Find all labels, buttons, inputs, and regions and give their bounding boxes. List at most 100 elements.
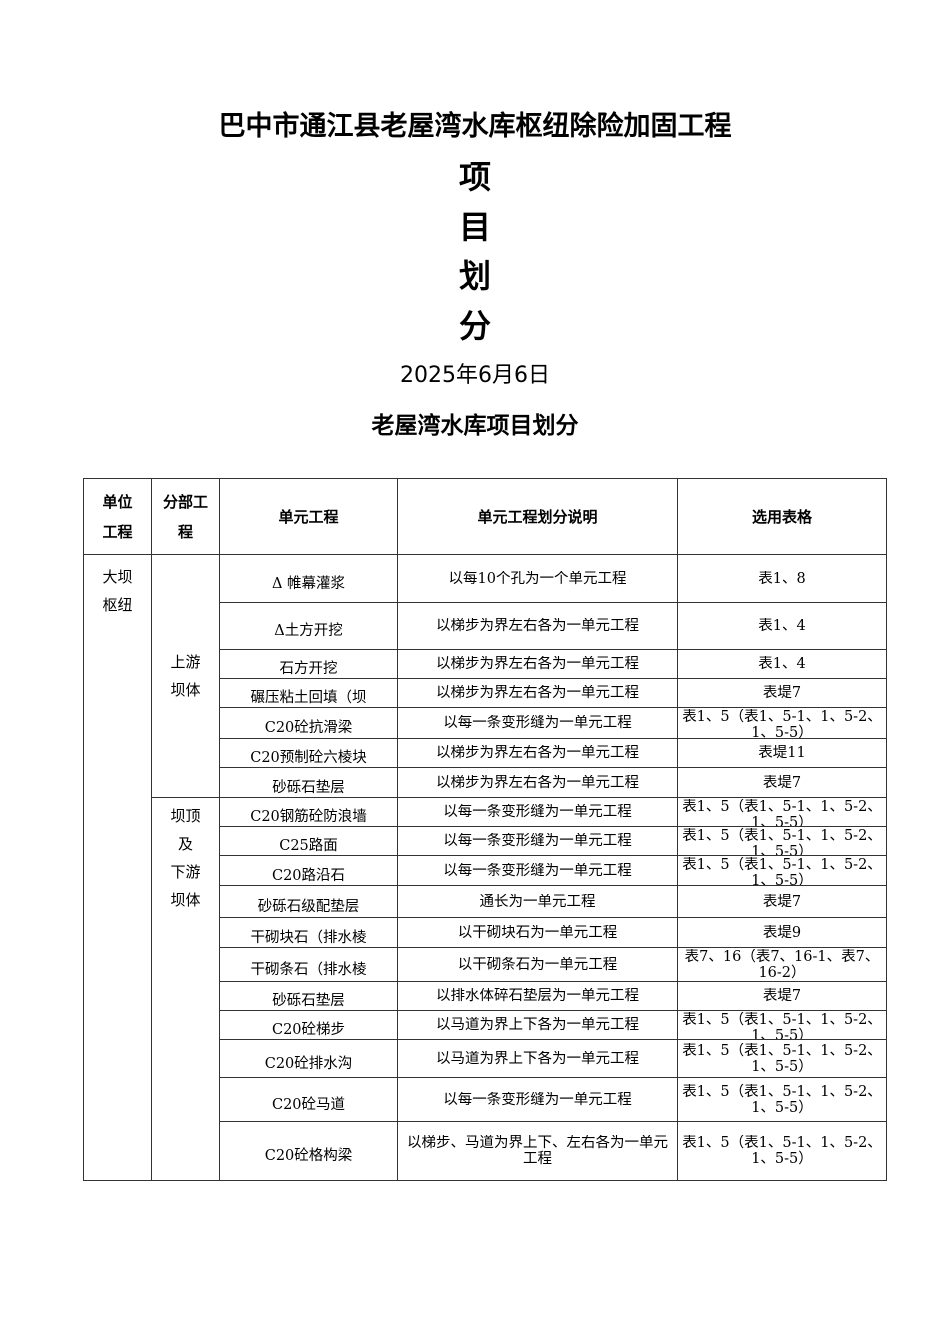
description-cell-text: 以排水体碎石垫层为一单元工程 — [436, 988, 639, 1004]
unit-item-cell: 砂砾石垫层 — [219, 981, 398, 1011]
form-cell-text: 表1、4 — [758, 618, 806, 634]
unit-item-cell-text: 砂砾石垫层 — [272, 779, 345, 796]
form-cell: 表堤7 — [677, 885, 887, 918]
unit-item-cell-text: 干砌条石（排水棱 — [250, 961, 367, 978]
description-cell-text: 以每一条变形缝为一单元工程 — [443, 833, 632, 849]
description-cell-text: 以每一条变形缝为一单元工程 — [443, 1091, 632, 1108]
form-cell: 表堤11 — [677, 738, 887, 768]
document-date: 2025年6月6日 — [400, 363, 550, 388]
unit-item-cell: C20预制砼六棱块 — [219, 738, 398, 768]
table-header-row: 单位 工程 分部工 程 单元工程 单元工程划分说明 选用表格 — [83, 478, 887, 555]
form-cell: 表1、4 — [677, 649, 887, 679]
description-cell: 以干砌块石为一单元工程 — [397, 917, 678, 948]
description-cell-text: 以梯步、马道为界上下、左右各为一单元工程 — [407, 1135, 668, 1167]
form-cell-text: 表堤7 — [762, 893, 802, 910]
form-cell-text: 表堤7 — [762, 774, 802, 791]
form-cell-text: 表1、4 — [758, 656, 806, 672]
form-cell: 表1、5（表1、5-1、1、5-2、1、5-5） — [677, 1039, 887, 1078]
table-row: C20砼马道 以每一条变形缝为一单元工程 表1、5（表1、5-1、1、5-2、1、5… — [84, 1077, 887, 1122]
table-row: 石方开挖 以梯步为界左右各为一单元工程 表1、4 — [84, 649, 887, 679]
division-project-cell: 上游 坝体 — [151, 554, 220, 798]
unit-item-cell: 碾压粘土回填（坝 — [219, 678, 398, 708]
form-cell: 表1、5（表1、5-1、1、5-2、1、5-5） — [677, 1010, 887, 1040]
unit-item-cell-text: C20砼抗滑梁 — [264, 720, 353, 736]
description-cell-text: 以每一条变形缝为一单元工程 — [443, 715, 632, 731]
form-cell: 表1、5（表1、5-1、1、5-2、1、5-5） — [677, 707, 887, 739]
table-row: C25路面 以每一条变形缝为一单元工程 表1、5（表1、5-1、1、5-2、1、5-… — [84, 826, 887, 856]
description-cell: 以马道为界上下各为一单元工程 — [397, 1010, 678, 1040]
unit-item-cell: Δ 帷幕灌浆 — [219, 554, 398, 603]
form-cell-text: 表1、5（表1、5-1、1、5-2、1、5-5） — [682, 856, 882, 885]
form-cell: 表1、5（表1、5-1、1、5-2、1、5-5） — [677, 826, 887, 856]
description-cell-text: 以马道为界上下各为一单元工程 — [436, 1050, 639, 1067]
unit-item-cell: C20砼格构梁 — [219, 1121, 398, 1181]
description-cell: 以梯步、马道为界上下、左右各为一单元工程 — [397, 1121, 678, 1181]
form-cell-text: 表1、5（表1、5-1、1、5-2、1、5-5） — [682, 1083, 882, 1116]
table-row: 干砌条石（排水棱 以干砌条石为一单元工程 表7、16（表7、16-1、表7、16-2… — [84, 947, 887, 982]
description-cell: 以干砌条石为一单元工程 — [397, 947, 678, 982]
description-cell: 以每一条变形缝为一单元工程 — [397, 855, 678, 886]
division-project-cell: 坝顶 及 下游 坝体 — [151, 797, 220, 1181]
unit-item-cell: 砂砾石级配垫层 — [219, 885, 398, 918]
description-cell: 以每10个孔为一个单元工程 — [397, 554, 678, 603]
table-row: C20砼排水沟 以马道为界上下各为一单元工程 表1、5（表1、5-1、1、5-2、1… — [84, 1039, 887, 1078]
table-row: 砂砾石垫层 以排水体碎石垫层为一单元工程 表堤7 — [84, 981, 887, 1011]
description-cell: 以梯步为界左右各为一单元工程 — [397, 602, 678, 650]
description-cell-text: 以每一条变形缝为一单元工程 — [443, 804, 632, 820]
unit-item-cell: C20砼梯步 — [219, 1010, 398, 1040]
description-cell-text: 以干砌块石为一单元工程 — [457, 924, 618, 941]
form-cell-text: 表堤9 — [762, 924, 802, 941]
form-cell-text: 表堤7 — [762, 685, 802, 701]
form-cell: 表1、5（表1、5-1、1、5-2、1、5-5） — [677, 1121, 887, 1181]
table-row: 坝顶 及 下游 坝体 C20钢筋砼防浪墙 以每一条变形缝为一单元工程 表1、5（表1、… — [84, 797, 887, 1181]
unit-item-cell-text: 石方开挖 — [279, 661, 338, 677]
unit-item-cell-text: C20钢筋砼防浪墙 — [250, 809, 367, 825]
table-row: C20砼格构梁 以梯步、马道为界上下、左右各为一单元工程 表1、5（表1、5-1、1… — [84, 1121, 887, 1181]
description-cell: 以马道为界上下各为一单元工程 — [397, 1039, 678, 1078]
description-cell-text: 以梯步为界左右各为一单元工程 — [436, 685, 639, 701]
header-unit-item: 单元工程 — [219, 478, 398, 555]
document-title: 巴中市通江县老屋湾水库枢纽除险加固工程 — [218, 111, 732, 142]
table-row: C20砼抗滑梁 以每一条变形缝为一单元工程 表1、5（表1、5-1、1、5-2、1、… — [84, 707, 887, 739]
table-row: 大坝 枢纽 上游 坝体 Δ 帷幕灌浆 以每10个孔为一个单元工程 表1、8 — [83, 554, 887, 1181]
unit-item-cell-text: C20砼梯步 — [271, 1022, 346, 1038]
unit-item-cell: 干砌条石（排水棱 — [219, 947, 398, 982]
form-cell-text: 表1、5（表1、5-1、1、5-2、1、5-5） — [682, 1011, 882, 1039]
unit-item-cell: 石方开挖 — [219, 649, 398, 679]
unit-item-cell: C25路面 — [219, 826, 398, 856]
unit-project-cell: 大坝 枢纽 — [83, 554, 152, 1181]
form-cell-text: 表堤7 — [762, 988, 802, 1004]
description-cell-text: 以每一条变形缝为一单元工程 — [443, 862, 632, 879]
table-title: 老屋湾水库项目划分 — [371, 412, 579, 439]
form-cell: 表堤7 — [677, 981, 887, 1011]
description-cell-text: 以梯步为界左右各为一单元工程 — [436, 745, 639, 761]
form-cell-text: 表1、5（表1、5-1、1、5-2、1、5-5） — [682, 708, 882, 738]
unit-item-cell-text: C25路面 — [279, 838, 338, 854]
header-division-project: 分部工 程 — [151, 478, 220, 555]
form-cell: 表1、4 — [677, 602, 887, 650]
description-cell-text: 以梯步为界左右各为一单元工程 — [436, 656, 639, 672]
description-cell: 以排水体碎石垫层为一单元工程 — [397, 981, 678, 1011]
heading-char: 划 — [458, 257, 491, 295]
form-cell-text: 表堤11 — [758, 745, 806, 761]
unit-item-cell-text: 干砌块石（排水棱 — [250, 929, 367, 946]
unit-item-cell-text: C20预制砼六棱块 — [250, 750, 367, 766]
description-cell-text: 以干砌条石为一单元工程 — [457, 956, 618, 973]
table-row: 干砌块石（排水棱 以干砌块石为一单元工程 表堤9 — [84, 917, 887, 948]
description-cell: 以每一条变形缝为一单元工程 — [397, 1077, 678, 1122]
heading-char: 项 — [458, 158, 491, 196]
table-row: 砂砾石垫层 以梯步为界左右各为一单元工程 表堤7 — [84, 767, 887, 798]
header-unit-project: 单位 工程 — [83, 478, 152, 555]
table-row: Δ土方开挖 以梯步为界左右各为一单元工程 表1、4 — [84, 602, 887, 650]
description-cell: 以梯步为界左右各为一单元工程 — [397, 649, 678, 679]
form-cell-text: 表1、5（表1、5-1、1、5-2、1、5-5） — [682, 798, 882, 826]
table-row: 碾压粘土回填（坝 以梯步为界左右各为一单元工程 表堤7 — [84, 678, 887, 708]
header-forms-used: 选用表格 — [677, 478, 887, 555]
description-cell: 以梯步为界左右各为一单元工程 — [397, 738, 678, 768]
unit-item-cell-text: 碾压粘土回填（坝 — [250, 690, 367, 706]
form-cell: 表堤9 — [677, 917, 887, 948]
unit-item-cell-text: Δ土方开挖 — [274, 623, 343, 639]
form-cell-text: 表1、5（表1、5-1、1、5-2、1、5-5） — [682, 1042, 882, 1075]
description-cell-text: 通长为一单元工程 — [479, 893, 596, 910]
description-cell-text: 以梯步为界左右各为一单元工程 — [436, 774, 639, 791]
